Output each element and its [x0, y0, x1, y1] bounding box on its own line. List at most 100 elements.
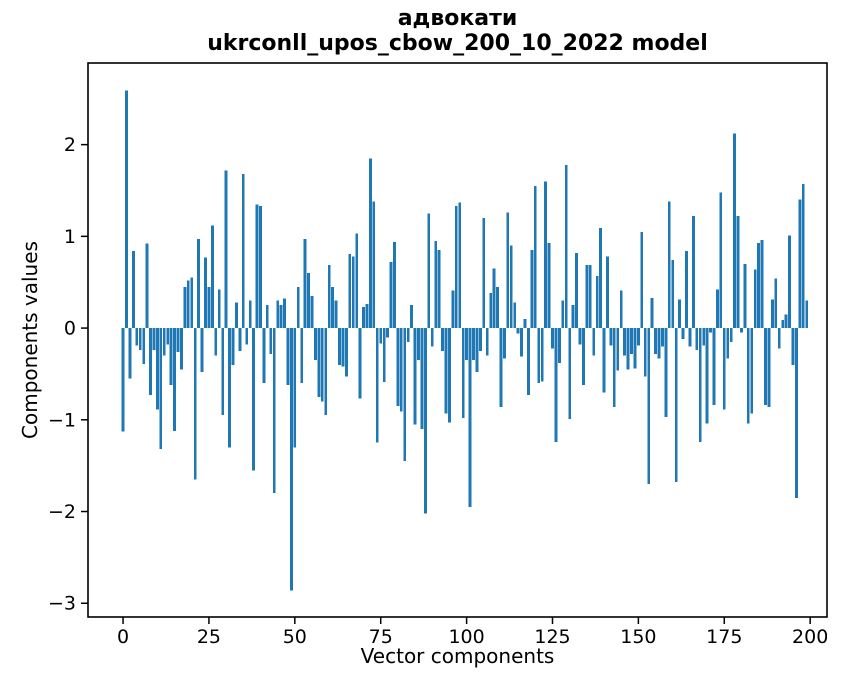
bar	[344, 328, 348, 377]
bar	[173, 328, 176, 431]
y-tick-label: 2	[64, 134, 76, 156]
bar	[286, 328, 290, 385]
bar	[791, 328, 795, 365]
bar	[279, 305, 283, 329]
bar	[379, 328, 383, 344]
bar	[310, 295, 314, 329]
bar	[674, 328, 678, 483]
bar	[207, 286, 211, 329]
bar	[716, 289, 719, 329]
bar	[341, 328, 345, 367]
bar	[678, 299, 682, 329]
bar	[647, 328, 651, 485]
bar	[688, 328, 692, 347]
bar	[709, 328, 712, 333]
bar	[334, 300, 338, 329]
bar	[468, 328, 472, 507]
bar	[609, 328, 613, 346]
bar	[551, 328, 554, 349]
bar	[131, 251, 135, 329]
bar	[430, 328, 434, 347]
bar	[396, 328, 400, 407]
chart-title-line1: адвокати	[397, 6, 518, 31]
bar	[485, 328, 489, 356]
bar	[612, 328, 616, 407]
bar	[499, 328, 503, 407]
bar	[372, 201, 376, 329]
bar	[695, 328, 699, 351]
bar	[626, 328, 630, 370]
x-tick-label: 0	[117, 626, 129, 648]
bar	[472, 328, 475, 361]
bar	[307, 273, 310, 329]
bar	[437, 250, 441, 329]
bar	[602, 328, 606, 393]
bar	[547, 242, 551, 329]
bar	[296, 286, 300, 329]
bar	[269, 328, 273, 354]
bar	[740, 328, 743, 333]
x-tick-label: 200	[792, 626, 828, 648]
bar	[197, 239, 201, 329]
bar	[221, 328, 225, 416]
bar	[691, 216, 695, 329]
bar	[623, 328, 627, 356]
bar	[757, 242, 761, 329]
bar	[606, 256, 609, 329]
bar	[509, 245, 513, 329]
bar	[142, 328, 146, 364]
bar	[362, 306, 365, 329]
x-tick-label: 150	[620, 626, 656, 648]
bar	[382, 328, 386, 383]
bar	[355, 233, 359, 329]
bar	[149, 328, 152, 396]
bar	[736, 216, 740, 329]
bar	[664, 328, 668, 418]
bar	[729, 328, 733, 342]
bar	[272, 328, 276, 494]
chart-title: адвокати ukrconll_upos_cbow_200_10_2022 …	[88, 6, 827, 56]
bar	[125, 90, 128, 329]
y-tick-label: −2	[48, 501, 76, 523]
bar	[413, 328, 417, 425]
bar	[399, 328, 403, 412]
bar	[784, 314, 788, 329]
bar	[314, 328, 317, 361]
bar	[265, 305, 269, 329]
x-tick-label: 100	[448, 626, 484, 648]
bar	[461, 328, 465, 418]
bar	[180, 328, 183, 370]
bar	[506, 212, 510, 329]
bar	[444, 328, 448, 414]
bar	[121, 328, 125, 432]
bar	[516, 328, 520, 334]
bar	[681, 328, 685, 340]
bar	[503, 328, 506, 359]
bar	[513, 302, 517, 329]
bar	[327, 264, 331, 329]
y-tick-label: −1	[48, 409, 76, 431]
bar	[324, 328, 328, 416]
bar	[176, 328, 180, 352]
axes-spines	[87, 62, 828, 618]
bar	[671, 260, 675, 329]
bar	[781, 319, 785, 329]
bar	[599, 228, 602, 329]
bar	[588, 264, 592, 329]
bar	[760, 240, 764, 329]
bar	[540, 328, 544, 382]
bar	[365, 304, 369, 329]
bar	[262, 328, 266, 384]
bar	[186, 280, 190, 329]
bar	[774, 278, 778, 329]
bar	[777, 328, 781, 349]
bar	[156, 328, 159, 410]
bar	[557, 328, 561, 363]
bar	[420, 328, 424, 429]
bar	[733, 133, 736, 329]
bar	[138, 328, 142, 351]
bar	[568, 328, 572, 419]
x-tick-label: 25	[197, 626, 221, 648]
y-tick-label: −3	[48, 593, 76, 615]
